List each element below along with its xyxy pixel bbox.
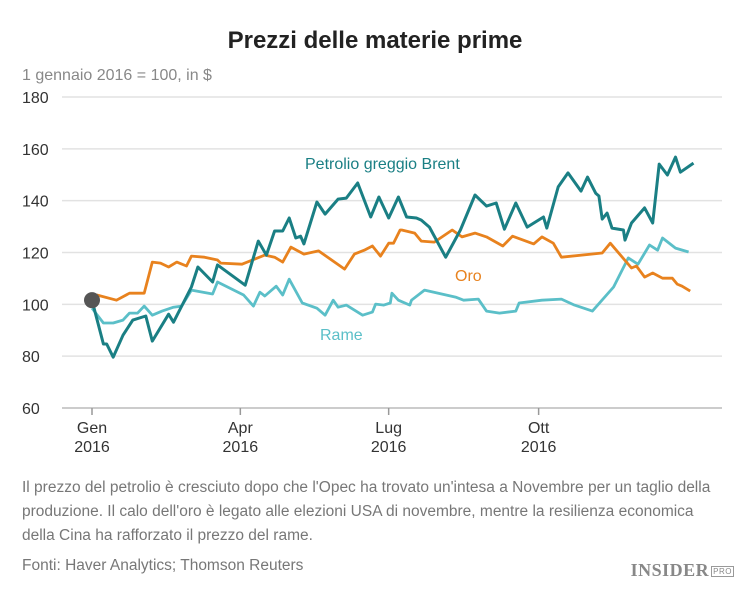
x-tick-label: Apr bbox=[228, 420, 254, 437]
series-label-brent: Petrolio greggio Brent bbox=[305, 156, 460, 173]
series-line-petrolio-greggio-brent bbox=[90, 155, 695, 359]
chart-subtitle: 1 gennaio 2016 = 100, in $ bbox=[22, 67, 212, 84]
x-tick-label: 2016 bbox=[223, 439, 259, 456]
series-line-rame bbox=[90, 236, 689, 325]
y-tick-label: 180 bbox=[22, 90, 49, 107]
y-tick-label: 60 bbox=[22, 401, 40, 418]
y-tick-label: 100 bbox=[22, 297, 49, 314]
logo-text: INSIDER bbox=[630, 560, 710, 580]
sources: Fonti: Haver Analytics; Thomson Reuters bbox=[22, 557, 304, 574]
footnote: Il prezzo del petrolio è cresciuto dopo … bbox=[22, 479, 711, 544]
series-label-oro: Oro bbox=[455, 268, 482, 285]
line-chart: Prezzi delle materie prime 1 gennaio 201… bbox=[22, 27, 722, 456]
series-label-rame: Rame bbox=[320, 327, 363, 344]
x-tick-label: Gen bbox=[77, 420, 107, 437]
y-tick-label: 140 bbox=[22, 194, 49, 211]
x-tick-label: 2016 bbox=[371, 439, 407, 456]
x-tick-label: 2016 bbox=[74, 439, 110, 456]
x-tick-label: 2016 bbox=[521, 439, 557, 456]
y-tick-label: 160 bbox=[22, 142, 49, 159]
insider-pro-logo: INSIDER PRO bbox=[631, 560, 734, 581]
series-line-oro bbox=[90, 228, 691, 302]
x-tick-label: Lug bbox=[375, 420, 402, 437]
logo-badge: PRO bbox=[711, 566, 734, 578]
chart-title: Prezzi delle materie prime bbox=[228, 27, 523, 54]
y-tick-label: 120 bbox=[22, 246, 49, 263]
x-tick-label: Ott bbox=[528, 420, 550, 437]
y-tick-label: 80 bbox=[22, 349, 40, 366]
start-marker bbox=[84, 292, 100, 309]
